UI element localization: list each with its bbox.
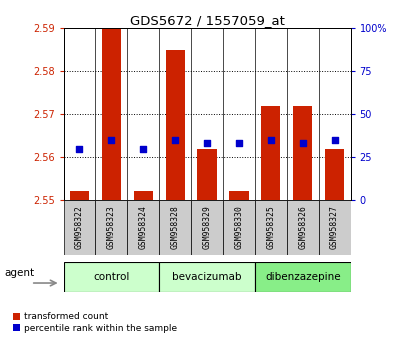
Point bbox=[330, 137, 337, 143]
Text: dibenzazepine: dibenzazepine bbox=[264, 272, 340, 282]
Text: GSM958326: GSM958326 bbox=[297, 206, 306, 249]
Bar bbox=[197, 149, 216, 200]
Bar bbox=[63, 200, 95, 255]
Bar bbox=[254, 262, 350, 292]
Text: agent: agent bbox=[4, 268, 34, 279]
Text: GSM958329: GSM958329 bbox=[202, 206, 211, 249]
Bar bbox=[127, 200, 159, 255]
Bar bbox=[286, 200, 318, 255]
Text: GSM958330: GSM958330 bbox=[234, 206, 243, 249]
Bar bbox=[222, 200, 254, 255]
Point bbox=[76, 146, 83, 152]
Point bbox=[139, 146, 146, 152]
Bar bbox=[159, 200, 191, 255]
Text: GSM958323: GSM958323 bbox=[107, 206, 116, 249]
Bar bbox=[191, 200, 222, 255]
Text: bevacizumab: bevacizumab bbox=[172, 272, 241, 282]
Bar bbox=[165, 50, 184, 200]
Bar bbox=[292, 105, 312, 200]
Point bbox=[171, 137, 178, 143]
Bar bbox=[324, 149, 343, 200]
Text: GSM958328: GSM958328 bbox=[170, 206, 179, 249]
Bar bbox=[229, 192, 248, 200]
Point bbox=[267, 137, 274, 143]
Bar bbox=[95, 200, 127, 255]
Bar bbox=[133, 192, 153, 200]
Bar bbox=[261, 105, 280, 200]
Text: GSM958327: GSM958327 bbox=[329, 206, 338, 249]
Legend: transformed count, percentile rank within the sample: transformed count, percentile rank withi… bbox=[13, 313, 176, 333]
Text: GSM958325: GSM958325 bbox=[266, 206, 275, 249]
Bar bbox=[101, 28, 121, 200]
Point bbox=[203, 141, 210, 146]
Bar bbox=[159, 262, 254, 292]
Text: GSM958324: GSM958324 bbox=[138, 206, 147, 249]
Bar bbox=[254, 200, 286, 255]
Point bbox=[299, 141, 305, 146]
Bar bbox=[318, 200, 350, 255]
Text: GSM958322: GSM958322 bbox=[75, 206, 84, 249]
Bar bbox=[63, 262, 159, 292]
Point bbox=[235, 141, 242, 146]
Title: GDS5672 / 1557059_at: GDS5672 / 1557059_at bbox=[129, 14, 284, 27]
Text: control: control bbox=[93, 272, 129, 282]
Point bbox=[108, 137, 115, 143]
Bar bbox=[70, 192, 89, 200]
